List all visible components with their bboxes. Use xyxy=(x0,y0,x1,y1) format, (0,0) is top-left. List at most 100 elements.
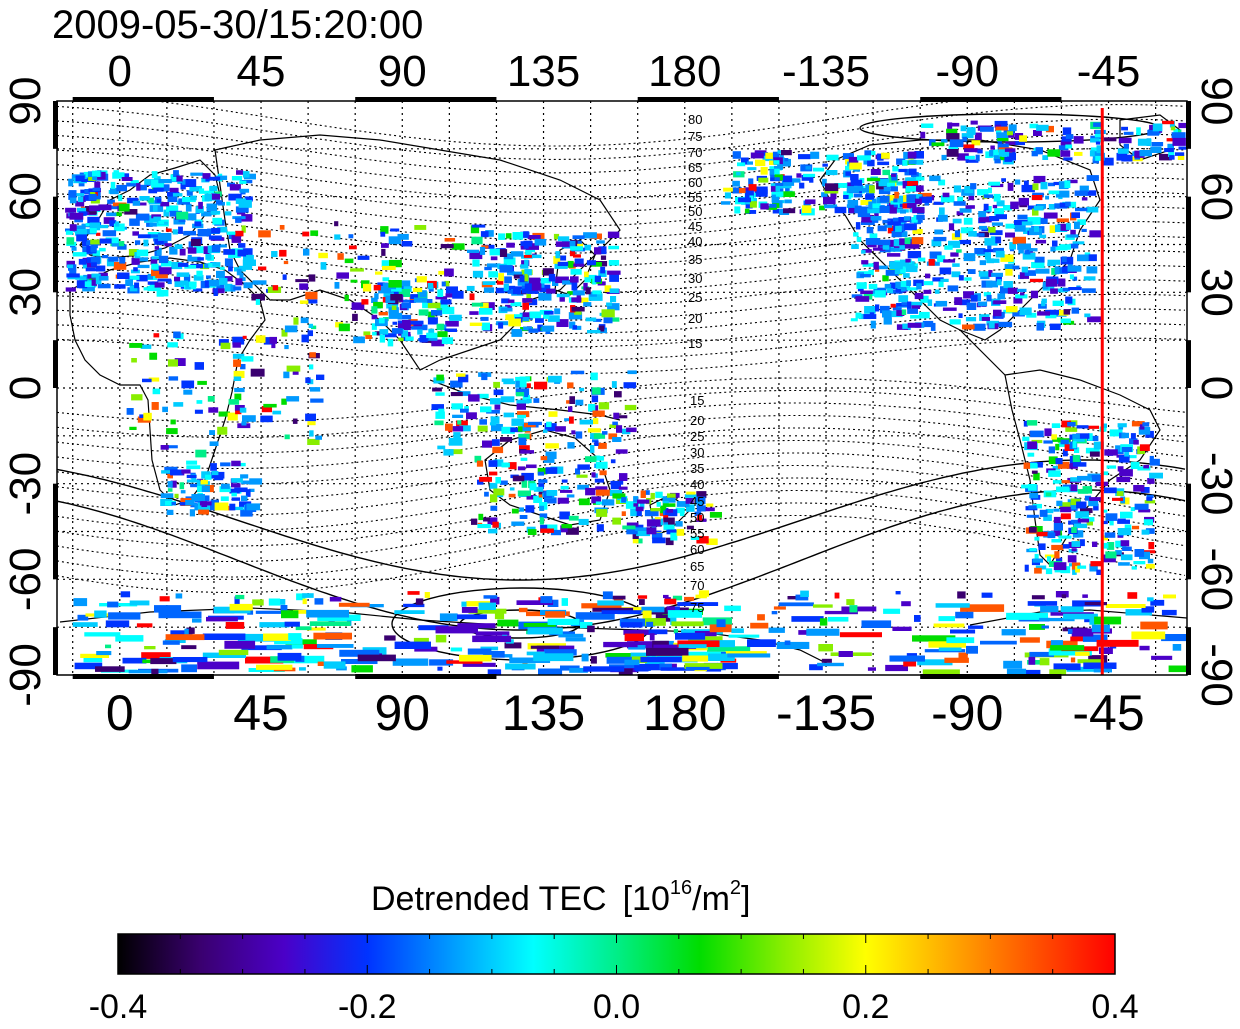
tec-cell xyxy=(135,213,150,221)
tec-cell xyxy=(724,605,741,612)
tec-cell xyxy=(1068,287,1082,291)
tec-cell xyxy=(1104,487,1117,494)
tec-cell xyxy=(573,263,585,267)
tec-cell xyxy=(1137,466,1151,471)
tec-cell xyxy=(401,299,410,303)
tec-cell xyxy=(495,477,501,484)
tec-cell xyxy=(500,480,508,485)
tec-cell xyxy=(224,258,233,267)
tec-cell xyxy=(113,262,127,270)
tec-cell xyxy=(905,186,916,192)
tec-cell xyxy=(765,152,776,159)
tec-cell xyxy=(1081,288,1096,293)
tec-cell xyxy=(195,206,204,214)
tec-cell xyxy=(166,509,174,515)
tec-cell xyxy=(500,437,513,442)
tec-cell xyxy=(228,193,242,201)
tec-cell xyxy=(1147,130,1160,136)
tec-cell xyxy=(1174,152,1185,156)
tec-cell xyxy=(906,653,917,657)
tec-cell xyxy=(896,208,904,213)
tec-cell xyxy=(435,626,478,634)
tec-cell xyxy=(462,662,496,667)
tec-cell xyxy=(1070,477,1081,482)
tec-cell xyxy=(1161,609,1177,616)
tec-cell xyxy=(169,247,178,255)
tec-cell xyxy=(252,280,267,285)
tec-cell xyxy=(1077,659,1104,664)
tec-cell xyxy=(548,315,560,322)
tec-cell xyxy=(507,271,515,276)
tec-cell xyxy=(77,196,84,203)
tec-cell xyxy=(1076,501,1087,509)
tec-cell xyxy=(1094,133,1104,138)
tec-cell xyxy=(1161,634,1187,642)
tec-cell xyxy=(336,272,349,279)
tec-cell xyxy=(1036,124,1049,131)
tec-cell xyxy=(1169,155,1175,160)
tec-cell xyxy=(918,311,930,319)
tec-cell xyxy=(239,272,244,280)
tec-cell xyxy=(1045,278,1057,287)
tec-cell xyxy=(817,662,844,667)
lon-tick-label-bottom: 90 xyxy=(374,685,430,741)
tec-cell xyxy=(1060,318,1071,324)
tec-cell xyxy=(380,226,389,234)
tec-cell xyxy=(931,142,945,147)
tec-cell xyxy=(1045,125,1054,133)
tec-cell xyxy=(609,664,651,671)
tec-cell xyxy=(320,262,327,270)
tec-cell xyxy=(553,233,560,240)
contour-label: 65 xyxy=(688,160,702,175)
frame-stripe-right xyxy=(1186,627,1191,675)
tec-cell xyxy=(1074,221,1080,229)
tec-cell xyxy=(1017,214,1028,220)
tec-cell xyxy=(822,163,828,167)
tec-cell xyxy=(164,243,172,247)
tec-cell xyxy=(450,647,463,652)
tec-cell xyxy=(397,314,412,320)
tec-cell xyxy=(126,408,134,415)
lon-tick-label-bottom: -135 xyxy=(776,685,876,741)
tec-cell xyxy=(223,249,236,255)
tec-cell xyxy=(470,225,480,234)
tec-cell xyxy=(577,484,589,490)
tec-cell xyxy=(900,259,909,264)
tec-cell xyxy=(621,497,627,503)
tec-cell xyxy=(557,261,569,266)
tec-cell xyxy=(592,387,601,395)
tec-cell xyxy=(493,381,500,388)
tec-cell xyxy=(1074,151,1083,156)
tec-cell xyxy=(879,205,890,213)
tec-cell xyxy=(379,329,389,335)
tec-cell xyxy=(632,539,639,544)
tec-cell xyxy=(488,528,498,534)
tec-cell xyxy=(1019,307,1032,316)
tec-cell xyxy=(932,277,944,282)
tec-cell xyxy=(365,335,372,339)
tec-cell xyxy=(110,187,119,195)
tec-cell xyxy=(592,410,605,417)
tec-cell xyxy=(1043,514,1052,521)
tec-cell xyxy=(723,187,733,192)
tec-cell xyxy=(160,289,169,297)
tec-cell xyxy=(861,214,873,223)
tec-cell xyxy=(1065,134,1074,139)
contour-line xyxy=(57,104,1186,160)
tec-cell xyxy=(1065,427,1078,432)
tec-cell xyxy=(206,616,238,622)
tec-cell xyxy=(77,614,89,621)
tec-cell xyxy=(569,667,588,673)
tec-cell xyxy=(557,236,570,242)
tec-cell xyxy=(96,651,112,656)
tec-cell xyxy=(594,247,602,255)
tec-cell xyxy=(970,120,978,125)
tec-cell xyxy=(594,275,601,283)
tec-cell xyxy=(1005,223,1018,229)
tec-cell xyxy=(92,170,101,177)
tec-cell xyxy=(471,224,486,228)
tec-cell xyxy=(1012,236,1026,245)
tec-cell xyxy=(151,263,159,270)
tec-cell xyxy=(548,375,562,383)
tec-cell xyxy=(889,282,896,290)
